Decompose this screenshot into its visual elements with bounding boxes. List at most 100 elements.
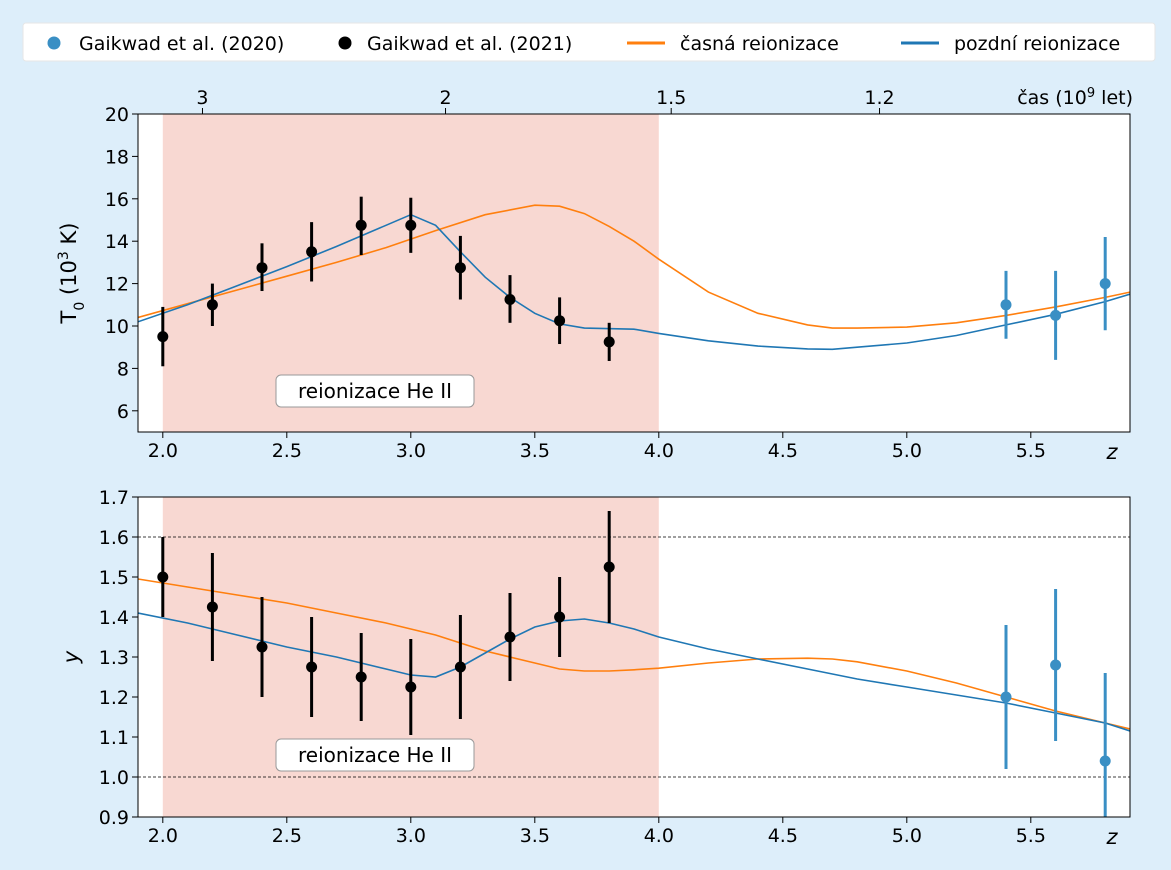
y-tick-label: 8	[117, 358, 129, 380]
legend-frame	[22, 22, 1156, 62]
data-point	[603, 336, 615, 348]
data-point	[1099, 755, 1111, 767]
y-tick-label: 18	[105, 146, 129, 168]
y-tick-label: 1.4	[99, 607, 129, 629]
top-tick-label: 2	[439, 87, 451, 109]
top-axis-label-unit: let)	[1095, 87, 1133, 109]
y-tick-label: 1.7	[99, 487, 129, 509]
annotation: reionizace He II	[275, 738, 475, 772]
legend-item: pozdní reionizace	[901, 33, 1120, 55]
x-tick-label: 5.0	[892, 825, 922, 847]
y-tick-label: 6	[117, 401, 129, 423]
series-line	[138, 612, 1130, 732]
data-point	[355, 219, 367, 231]
temperature-panel: reionizace He II 2.0 2.5 3.0 3.5 4.0 4.5 5.0 5.5…	[56, 86, 1133, 465]
data-point	[454, 661, 466, 673]
y-tick-label: 1.1	[99, 727, 129, 749]
legend-item: Gaikwad et al. (2020)	[47, 33, 284, 55]
data-point	[504, 294, 516, 305]
y-tick-label: 14	[105, 231, 129, 253]
y-tick-label: 20	[105, 104, 129, 126]
x-tick-label: 2.5	[272, 440, 302, 462]
data-point	[206, 299, 218, 311]
series-line	[138, 213, 1130, 351]
x-tick-label: 3.5	[520, 440, 550, 462]
data-point	[1050, 309, 1062, 321]
legend: Gaikwad et al. (2020) Gaikwad et al. (202…	[22, 22, 1156, 62]
data-point	[1099, 278, 1111, 290]
data-point	[554, 315, 566, 327]
y-axis-label: T0 (103 K)	[56, 223, 88, 325]
slope-panel: reionizace He II 2.0 2.5 3.0 3.5 4.0 4.5 5.0 5.5…	[59, 487, 1131, 849]
y-tick-label: 0.9	[99, 807, 129, 829]
top-tick-label: 1.2	[864, 87, 894, 109]
x-tick-label: 3.0	[396, 825, 426, 847]
data-point	[256, 262, 268, 274]
y-tick-label: 1.0	[99, 767, 129, 789]
x-tick-label: 2.0	[148, 440, 178, 462]
top-axis-label-exponent: 9	[1087, 86, 1095, 101]
data-point	[1000, 691, 1012, 703]
data-point	[306, 246, 318, 258]
x-tick-label: 3.0	[396, 440, 426, 462]
x-tick-label: 2.0	[148, 825, 178, 847]
y-axis-label-exponent: 3	[56, 251, 72, 260]
data-point	[157, 331, 169, 343]
legend-label: časná reionizace	[680, 33, 839, 55]
y-tick-label: 1.6	[99, 527, 129, 549]
y-axis-label-unit: (10	[57, 260, 81, 302]
legend-item: Gaikwad et al. (2021)	[338, 33, 572, 55]
data-point	[355, 671, 367, 683]
x-tick-label: 4.5	[768, 440, 798, 462]
legend-label: pozdní reionizace	[954, 33, 1120, 55]
legend-marker-icon	[338, 36, 352, 50]
x-tick-label: 2.5	[272, 825, 302, 847]
x-tick-label: 5.5	[1016, 440, 1046, 462]
data-point	[1050, 659, 1062, 671]
top-tick-label: 1.5	[656, 87, 686, 109]
annotation-label: reionizace He II	[298, 379, 452, 403]
series-line	[138, 578, 1130, 730]
x-tick-label: 3.5	[520, 825, 550, 847]
top-axis-label: čas (109 let)	[1017, 86, 1133, 110]
x-tick-label: 4.0	[644, 440, 674, 462]
annotation-label: reionizace He II	[298, 743, 452, 767]
data-point	[454, 262, 466, 274]
x-tick-label: 5.0	[892, 440, 922, 462]
data-point	[554, 611, 566, 623]
y-tick-label: 12	[105, 274, 129, 296]
y-axis-label-symbol: T	[57, 310, 81, 324]
legend-marker-icon	[47, 36, 61, 50]
data-point	[603, 561, 615, 573]
x-tick-label: 4.0	[644, 825, 674, 847]
legend-label: Gaikwad et al. (2021)	[367, 33, 572, 55]
x-axis-label: z	[1105, 440, 1118, 464]
data-point	[256, 641, 268, 653]
data-point	[206, 601, 218, 613]
plot-area	[138, 497, 1130, 817]
data-point	[1000, 299, 1012, 311]
y-tick-label: 1.5	[99, 567, 129, 589]
annotation: reionizace He II	[275, 374, 475, 408]
y-tick-label: 1.2	[99, 687, 129, 709]
annotation-box	[275, 738, 475, 772]
data-point	[405, 219, 417, 231]
y-axis-label: y	[59, 650, 83, 664]
y-tick-label: 10	[105, 316, 129, 338]
y-axis-label-unit-end: K)	[57, 223, 81, 252]
x-tick-label: 4.5	[768, 825, 798, 847]
top-tick-label: 3	[196, 87, 208, 109]
annotation-box	[275, 374, 475, 408]
y-axis-label-subscript: 0	[72, 302, 88, 311]
y-tick-label: 1.3	[99, 647, 129, 669]
data-point	[504, 631, 516, 643]
data-point	[157, 571, 169, 583]
plot-frame	[137, 113, 1131, 433]
series-line	[138, 204, 1130, 329]
legend-label: Gaikwad et al. (2020)	[79, 33, 284, 55]
legend-item: časná reionizace	[627, 33, 839, 55]
data-point	[306, 661, 318, 673]
data-point	[405, 681, 417, 693]
